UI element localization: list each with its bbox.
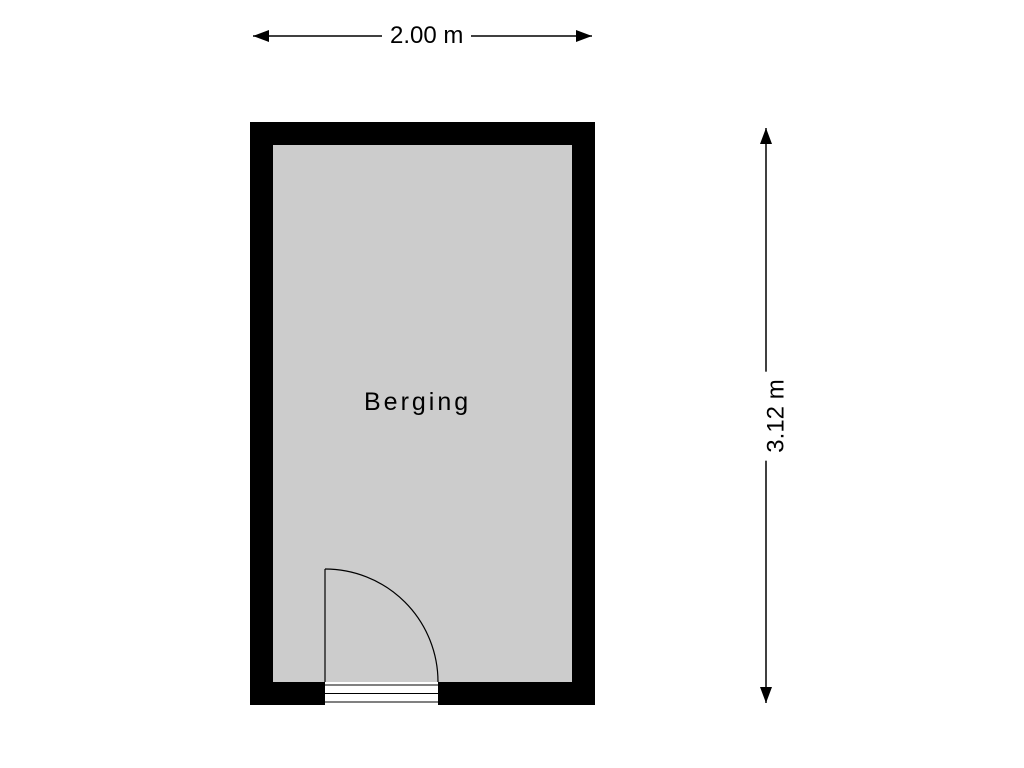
dimension-vertical-label: 3.12 m [763, 371, 791, 460]
floorplan-render [0, 0, 1024, 768]
room-label: Berging [364, 388, 471, 417]
floorplan-diagram: Berging 2.00 m 3.12 m [0, 0, 1024, 768]
dimension-horizontal-label: 2.00 m [382, 22, 471, 50]
